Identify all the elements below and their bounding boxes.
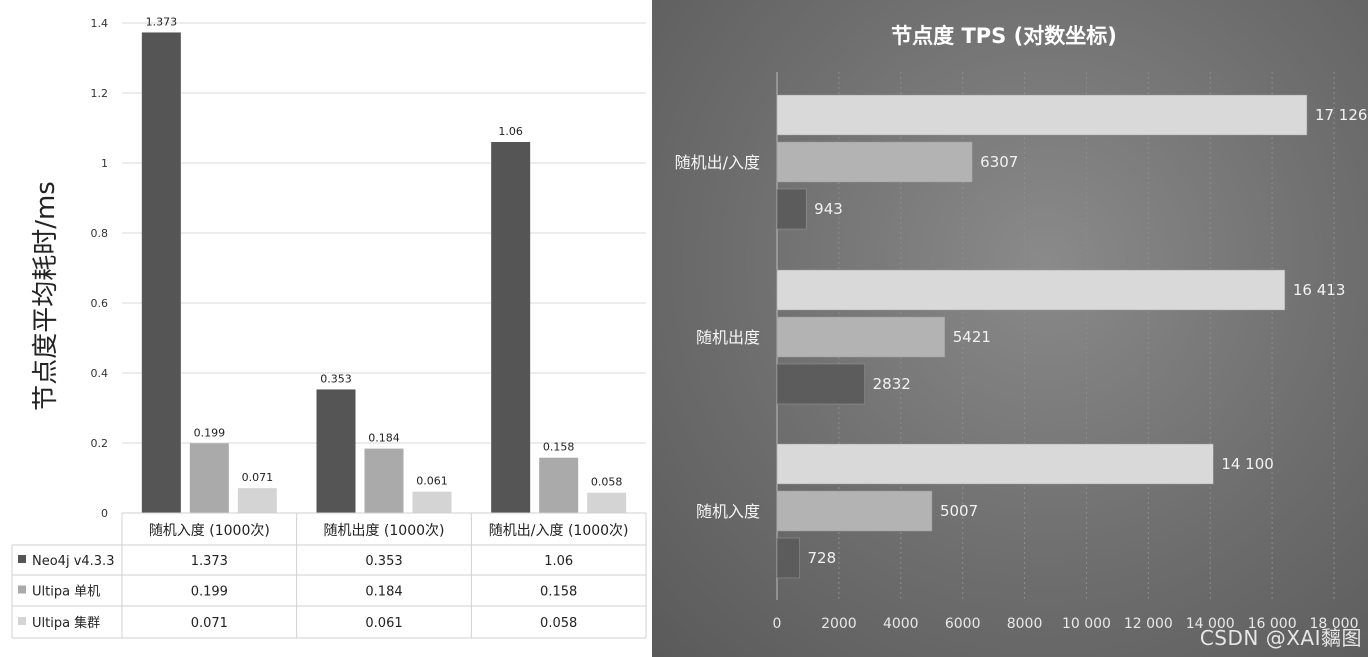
bar	[491, 142, 531, 513]
bar	[364, 448, 404, 513]
bar	[776, 443, 1214, 485]
data-label: 5007	[940, 502, 978, 520]
data-label: 5421	[953, 328, 991, 346]
x-tick-label: 4000	[883, 616, 919, 632]
bar	[776, 188, 807, 230]
y-tick-label: 0.8	[91, 227, 109, 240]
table-cell: 1.373	[191, 554, 228, 569]
x-tick-label: 16 000	[1248, 616, 1297, 632]
data-label: 943	[814, 200, 843, 218]
left-chart-panel: 0 0.2 0.4 0.6 0.8 1 1.2 1.4 节点度平均耗时/ms 1.373 0.353…	[0, 0, 650, 657]
bar	[776, 94, 1308, 136]
bar	[776, 141, 973, 183]
legend-label: Ultipa 集群	[32, 615, 100, 631]
x-tick-label: 18 000	[1310, 616, 1359, 632]
table-cell: 0.199	[191, 585, 228, 600]
y-tick-label: 0.2	[91, 437, 109, 450]
bar	[141, 32, 181, 513]
bar	[189, 443, 229, 513]
bar	[776, 316, 945, 358]
category-label: 随机入度	[696, 502, 760, 521]
data-label: 0.061	[416, 475, 448, 488]
data-label: 14 100	[1221, 455, 1274, 473]
y-tick-label: 0.6	[91, 297, 109, 310]
legend-label: Ultipa 单机	[32, 585, 100, 600]
data-label: 6307	[980, 153, 1018, 171]
left-bar-chart: 0 0.2 0.4 0.6 0.8 1 1.2 1.4 节点度平均耗时/ms 1.373 0.353…	[11, 15, 647, 639]
bar	[776, 363, 865, 405]
legend-swatch	[18, 617, 26, 625]
data-label: 16 413	[1293, 281, 1346, 299]
legend-swatch	[18, 555, 26, 563]
table-cell: 0.158	[540, 585, 577, 600]
x-tick-label: 0	[773, 616, 782, 632]
x-tick-label: 10 000	[1062, 616, 1111, 632]
data-label: 0.158	[543, 441, 575, 454]
category-label: 随机出度 (1000次)	[323, 523, 444, 539]
category-label: 随机入度 (1000次)	[149, 523, 270, 539]
data-label: 0.184	[368, 432, 400, 445]
bar	[316, 389, 356, 513]
bar	[539, 457, 579, 513]
bar	[776, 269, 1286, 311]
x-tick-label: 8000	[1007, 616, 1043, 632]
data-label: 1.373	[146, 15, 178, 28]
right-chart-panel: 节点度 TPS (对数坐标) 0 2000 4000 6000 8000 10 000 12 …	[652, 0, 1368, 657]
table-cell: 0.184	[365, 585, 402, 600]
data-label: 0.071	[242, 471, 274, 484]
x-tick-label: 14 000	[1186, 616, 1235, 632]
bar	[776, 537, 800, 579]
y-axis-label: 节点度平均耗时/ms	[31, 181, 61, 411]
legend-label: Neo4j v4.3.3	[32, 554, 114, 569]
y-tick-label: 1.4	[91, 17, 109, 30]
x-tick-label: 6000	[945, 616, 981, 632]
y-tick-label: 0	[101, 507, 108, 520]
table-cell: 0.061	[365, 616, 402, 631]
data-label: 2832	[873, 375, 911, 393]
data-label: 1.06	[498, 125, 523, 138]
right-bar-chart: 节点度 TPS (对数坐标) 0 2000 4000 6000 8000 10 000 12 …	[675, 24, 1368, 632]
data-label: 0.058	[591, 476, 623, 489]
category-label: 随机出/入度 (1000次)	[489, 523, 629, 539]
y-tick-label: 1	[101, 157, 108, 170]
category-label: 随机出/入度	[675, 153, 760, 172]
bar	[776, 490, 933, 532]
x-tick-label: 2000	[821, 616, 857, 632]
bar	[412, 491, 452, 513]
bar	[237, 488, 277, 513]
data-label: 17 126	[1315, 106, 1368, 124]
bar	[587, 492, 627, 513]
table-cell: 0.071	[191, 616, 228, 631]
table-cell: 0.058	[540, 616, 577, 631]
table-cell: 0.353	[365, 554, 402, 569]
data-label: 0.199	[194, 426, 226, 439]
data-label: 728	[808, 549, 837, 567]
category-label: 随机出度	[696, 328, 760, 347]
watermark-text: CSDN @XAI黐图	[1199, 626, 1362, 650]
y-tick-label: 1.2	[91, 87, 109, 100]
chart-title: 节点度 TPS (对数坐标)	[891, 24, 1117, 48]
x-tick-label: 12 000	[1124, 616, 1173, 632]
data-label: 0.353	[320, 372, 352, 385]
legend-swatch	[18, 585, 26, 594]
y-tick-label: 0.4	[91, 367, 109, 380]
table-cell: 1.06	[544, 554, 573, 569]
